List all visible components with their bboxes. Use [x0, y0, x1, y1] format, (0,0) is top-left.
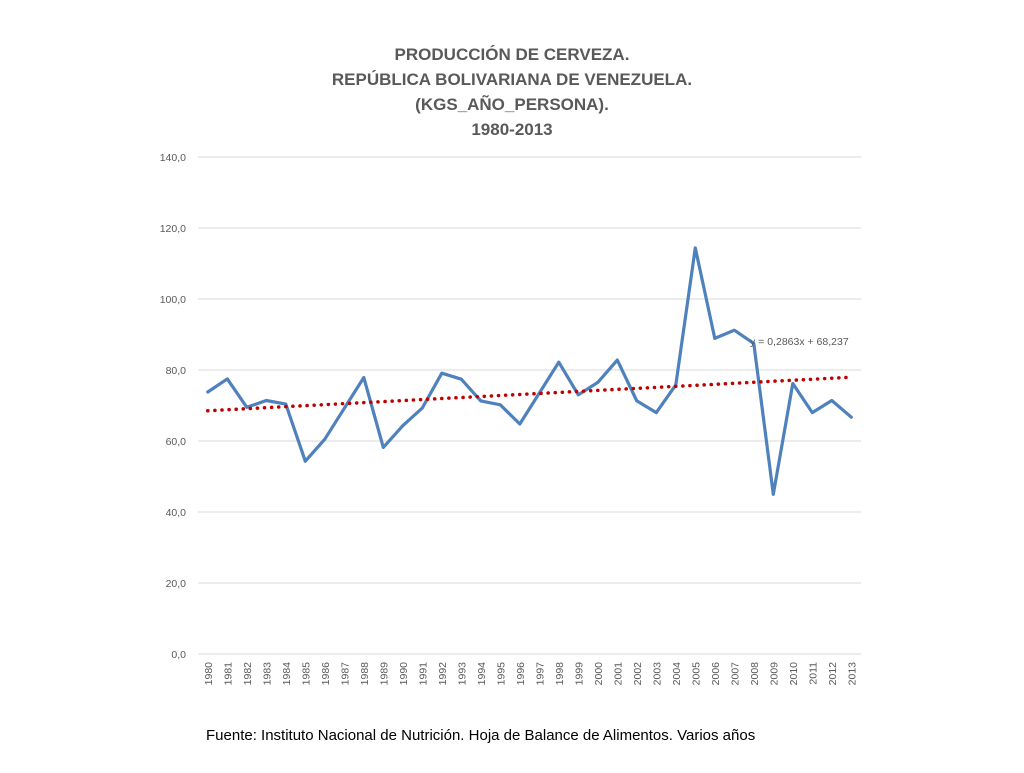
data-point — [849, 415, 853, 419]
x-tick-label: 2000 — [593, 662, 605, 686]
data-point — [713, 337, 717, 340]
x-tick-label: 1985 — [300, 662, 312, 686]
x-tick-label: 1984 — [281, 662, 293, 686]
x-tick-label: 1980 — [203, 662, 215, 686]
data-point — [440, 371, 444, 375]
data-point — [206, 390, 210, 394]
x-tick-label: 2009 — [768, 662, 780, 686]
x-tick-label: 1998 — [554, 662, 566, 686]
data-point — [264, 399, 268, 402]
chart-title: PRODUCCIÓN DE CERVEZA. REPÚBLICA BOLIVARI… — [332, 45, 692, 139]
y-tick-label: 60,0 — [166, 436, 187, 448]
x-tick-label: 2001 — [612, 662, 624, 686]
data-point — [635, 399, 639, 403]
data-point — [810, 411, 814, 414]
data-point — [576, 393, 580, 397]
x-tick-label: 1991 — [417, 662, 429, 686]
x-tick-label: 2005 — [690, 662, 702, 686]
data-point — [362, 376, 366, 379]
x-tick-label: 1983 — [261, 662, 273, 686]
x-tick-label: 2013 — [846, 662, 858, 686]
data-point — [752, 341, 756, 345]
data-point — [342, 406, 346, 410]
x-tick-label: 2006 — [710, 662, 722, 686]
trendline-path — [206, 375, 853, 413]
data-point — [771, 492, 775, 496]
chart-title-line: (KGS_AÑO_PERSONA). — [415, 94, 609, 114]
x-tick-label: 1992 — [437, 662, 449, 686]
data-point — [615, 358, 619, 362]
data-point — [323, 437, 327, 441]
data-point — [791, 382, 795, 385]
chart-title-line: 1980-2013 — [471, 120, 552, 139]
data-point — [459, 377, 463, 381]
data-series — [206, 246, 853, 496]
x-tick-label: 2004 — [671, 662, 683, 686]
x-tick-label: 2010 — [788, 662, 800, 686]
trendline: y = 0,2863x + 68,237 — [206, 336, 853, 413]
gridlines — [198, 156, 861, 655]
data-point — [245, 405, 249, 409]
x-tick-label: 2002 — [632, 662, 644, 686]
data-point — [420, 406, 424, 410]
data-point — [518, 422, 522, 426]
data-point — [284, 402, 288, 406]
x-axis-ticks: 1980 1981 1982 1983 1984 1985 1986 1987 1988 1989… — [203, 662, 859, 686]
x-tick-label: 1988 — [359, 662, 371, 686]
data-point — [732, 328, 736, 332]
y-tick-label: 140,0 — [160, 152, 186, 164]
data-point — [830, 399, 834, 402]
x-tick-label: 1994 — [476, 662, 488, 686]
y-tick-label: 40,0 — [166, 507, 187, 519]
x-tick-label: 1989 — [378, 662, 390, 686]
y-tick-label: 100,0 — [160, 294, 186, 306]
source-note: Fuente: Instituto Nacional de Nutrición.… — [206, 727, 756, 744]
data-point — [596, 381, 600, 384]
x-tick-label: 1997 — [534, 662, 546, 686]
data-point — [381, 445, 385, 449]
x-tick-label: 1982 — [242, 662, 254, 686]
y-tick-label: 0,0 — [171, 649, 186, 661]
chart-title-line: REPÚBLICA BOLIVARIANA DE VENEZUELA. — [332, 70, 692, 89]
x-tick-label: 1986 — [320, 662, 332, 686]
x-tick-label: 1995 — [495, 662, 507, 686]
data-point — [693, 246, 697, 250]
x-tick-label: 1987 — [339, 662, 351, 686]
x-tick-label: 1981 — [222, 662, 234, 686]
x-tick-label: 2007 — [729, 662, 741, 686]
x-tick-label: 1990 — [398, 662, 410, 686]
x-tick-label: 1999 — [573, 662, 585, 686]
chart-title-line: PRODUCCIÓN DE CERVEZA. — [395, 45, 630, 64]
data-point — [557, 360, 561, 364]
x-tick-label: 2008 — [749, 662, 761, 686]
data-point — [498, 403, 502, 407]
data-point — [225, 377, 229, 381]
y-tick-label: 120,0 — [160, 223, 186, 235]
data-point — [654, 411, 658, 414]
trendline-equation: y = 0,2863x + 68,237 — [750, 336, 849, 348]
data-point — [479, 399, 483, 403]
data-point — [303, 459, 307, 463]
x-tick-label: 1993 — [456, 662, 468, 686]
data-point — [401, 424, 405, 428]
y-tick-label: 20,0 — [166, 578, 187, 590]
x-tick-label: 1996 — [515, 662, 527, 686]
y-tick-label: 80,0 — [166, 365, 187, 377]
x-tick-label: 2003 — [651, 662, 663, 686]
y-axis-ticks: 0,0 20,0 40,0 60,0 80,0 100,0 120,0 140,0 — [160, 152, 186, 661]
series-line — [206, 246, 853, 496]
x-tick-label: 2011 — [807, 662, 819, 685]
x-tick-label: 2012 — [827, 662, 839, 686]
